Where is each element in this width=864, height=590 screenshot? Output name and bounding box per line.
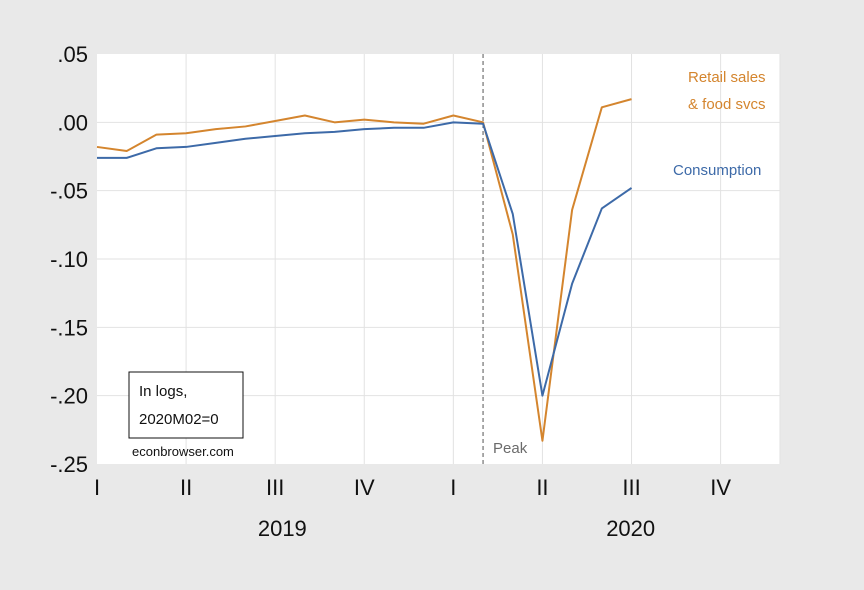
x-tick-label: III	[266, 475, 284, 500]
series-labels: Retail sales & food svcs Consumption	[673, 69, 766, 179]
y-tick-label: -.15	[50, 315, 88, 340]
year-label: 2019	[258, 516, 307, 541]
y-tick-label: -.05	[50, 179, 88, 204]
series-label: Retail sales	[688, 69, 766, 86]
year-labels: 2019 2020	[258, 516, 655, 541]
credit-text: econbrowser.com	[132, 444, 234, 459]
note-line-2: 2020M02=0	[139, 411, 219, 428]
series-label: & food svcs	[688, 96, 766, 113]
x-tick-label: III	[622, 475, 640, 500]
series-line	[96, 98, 632, 442]
x-tick-label: I	[450, 475, 456, 500]
note-line-1: In logs,	[139, 383, 187, 400]
x-tick-label: IV	[710, 475, 731, 500]
x-tick-label: IV	[354, 475, 375, 500]
series-lines	[96, 98, 633, 442]
peak-label: Peak	[493, 440, 528, 457]
x-tick-label: II	[180, 475, 192, 500]
year-label: 2020	[606, 516, 655, 541]
series-line	[97, 121, 633, 397]
x-tick-label: II	[536, 475, 548, 500]
series-label: Consumption	[673, 162, 761, 179]
y-tick-label: -.25	[50, 452, 88, 477]
y-tick-label: -.10	[50, 247, 88, 272]
y-tick-label: -.20	[50, 384, 88, 409]
y-tick-label: .05	[57, 42, 88, 67]
x-tick-label: I	[94, 475, 100, 500]
y-tick-label: .00	[57, 110, 88, 135]
y-axis-tick-labels: .05 .00 -.05 -.10 -.15 -.20 -.25	[50, 42, 88, 477]
note-box	[128, 371, 244, 439]
x-axis-tick-labels: I II III IV I II III IV	[94, 475, 731, 500]
